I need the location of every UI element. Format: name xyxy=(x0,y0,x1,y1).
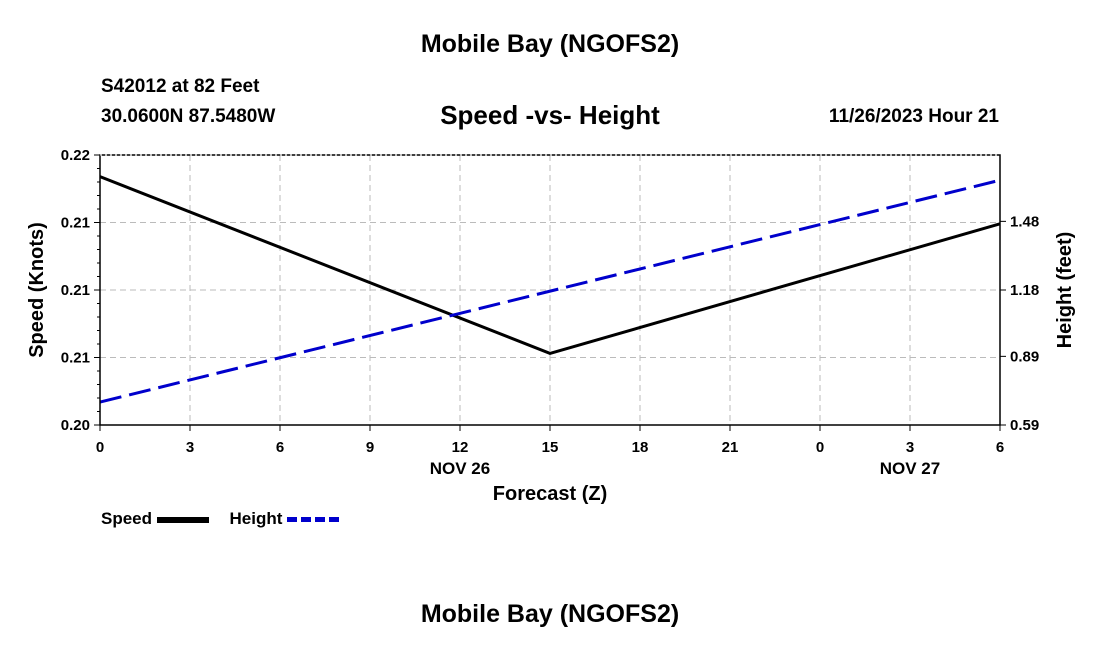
page-title: Mobile Bay (NGOFS2) xyxy=(420,30,680,58)
y-right-tick-label: 0.89 xyxy=(1010,348,1039,365)
x-tick-label: 3 xyxy=(906,439,914,456)
x-tick-label: 0 xyxy=(816,439,824,456)
y-right-tick-label: 1.18 xyxy=(1010,282,1039,299)
x-tick-label: 6 xyxy=(996,439,1004,456)
y-left-tick-label: 0.21 xyxy=(61,350,90,367)
series-layer xyxy=(99,175,1001,404)
y-axis-right-label: Height (feet) xyxy=(1054,232,1076,349)
date-label: NOV 26 xyxy=(430,459,490,478)
x-tick-label: 21 xyxy=(722,439,739,456)
chart-title: Speed -vs- Height xyxy=(440,100,660,130)
x-tick-label: 9 xyxy=(366,439,374,456)
axes-layer: 0 3 6 9 12 15 18 21 0 3 6 NOV 26 NOV 27 0.20 0.21 0.21 0… xyxy=(61,147,1039,478)
legend: Speed Height xyxy=(101,509,340,529)
y-left-tick-label: 0.20 xyxy=(61,417,90,434)
x-tick-label: 0 xyxy=(96,439,104,456)
y-left-tick-label: 0.21 xyxy=(61,215,90,232)
footer-title: Mobile Bay (NGOFS2) xyxy=(420,600,680,628)
forecast-datetime: 11/26/2023 Hour 21 xyxy=(828,106,999,127)
legend-height-swatch xyxy=(287,517,340,523)
y-left-tick-label: 0.21 xyxy=(61,282,90,299)
legend-speed-swatch xyxy=(156,516,209,523)
y-right-tick-label: 0.59 xyxy=(1010,417,1039,434)
x-tick-label: 18 xyxy=(632,439,649,456)
legend-height-label: Height xyxy=(229,509,283,528)
y-right-tick-label: 1.48 xyxy=(1010,213,1039,230)
date-label: NOV 27 xyxy=(880,459,940,478)
speed-height-chart: 0 3 6 9 12 15 18 21 0 3 6 NOV 26 NOV 27 0.20 0.21 0.21 0… xyxy=(26,147,1076,505)
series-line-height xyxy=(99,178,1001,404)
series-line-speed xyxy=(99,175,1001,355)
x-tick-label: 15 xyxy=(542,439,559,456)
legend-speed-label: Speed xyxy=(101,509,153,528)
y-axis-left-label: Speed (Knots) xyxy=(26,222,48,358)
station-label: S42012 at 82 Feet xyxy=(101,76,260,97)
x-tick-label: 12 xyxy=(452,439,469,456)
x-tick-label: 3 xyxy=(186,439,194,456)
x-tick-label: 6 xyxy=(276,439,284,456)
y-left-tick-label: 0.22 xyxy=(61,147,90,164)
coordinates-label: 30.0600N 87.5480W xyxy=(101,106,276,127)
x-axis-label: Forecast (Z) xyxy=(493,483,607,505)
